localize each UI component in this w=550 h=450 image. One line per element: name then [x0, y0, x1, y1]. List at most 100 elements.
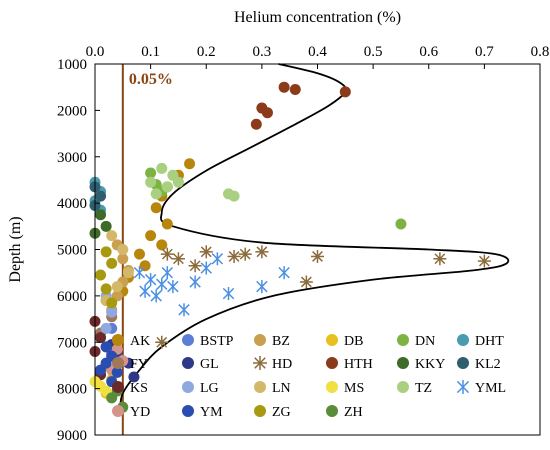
- y-axis-title: Depth (m): [7, 216, 24, 282]
- legend-item-zg: ZG: [254, 405, 291, 420]
- point-yml: [178, 303, 190, 317]
- legend-item-hd: HD: [253, 356, 292, 372]
- y-tick-label: 7000: [57, 335, 87, 351]
- legend-label-tz: TZ: [415, 381, 432, 396]
- legend-label-dn: DN: [415, 334, 435, 349]
- point-hd: [155, 335, 169, 349]
- legend-label-yd: YD: [130, 405, 150, 420]
- point-hd: [477, 254, 491, 268]
- envelope-curve: [119, 63, 510, 412]
- legend-label-db: DB: [344, 334, 363, 349]
- point-tz: [172, 176, 184, 188]
- point-hd: [188, 259, 202, 273]
- point-hd-stroke: [239, 248, 251, 260]
- point-gl: [128, 371, 140, 383]
- legend-item-db: DB: [326, 334, 363, 349]
- point-yml: [200, 261, 212, 275]
- point-hd-stroke: [228, 251, 240, 262]
- legend-item-bz: BZ: [254, 334, 290, 349]
- legend-label-dht: DHT: [475, 334, 504, 349]
- legend-label-zh: ZH: [344, 405, 363, 420]
- legend-marker-ln: [254, 381, 266, 393]
- legend-marker-ks: [112, 381, 124, 393]
- legend-item-ym: YM: [182, 405, 223, 420]
- legend-marker-bstp: [182, 334, 194, 346]
- legend-marker-tz: [397, 381, 409, 393]
- point-hd: [255, 245, 269, 259]
- legend-item-kl2: KL2: [457, 357, 501, 372]
- legend-label-bz: BZ: [272, 334, 290, 349]
- point-ak: [139, 260, 151, 272]
- x-tick-label: 0.2: [197, 44, 216, 60]
- legend-marker-hd-stroke: [254, 357, 266, 369]
- x-tick-label: 0.6: [419, 44, 438, 60]
- point-hth: [289, 84, 301, 96]
- point-hd: [199, 245, 213, 259]
- point-tz: [228, 190, 240, 202]
- legend-item-ak: AK: [112, 334, 150, 349]
- point-tz: [156, 162, 168, 174]
- y-tick-label: 6000: [57, 289, 87, 305]
- point-ln: [117, 244, 129, 255]
- point-hth: [278, 81, 290, 93]
- legend-item-hth: HTH: [326, 357, 373, 372]
- legend-label-ak: AK: [130, 334, 150, 349]
- y-tick-label: 2000: [57, 103, 87, 119]
- point-hd: [238, 247, 252, 261]
- x-tick-label: 0.7: [475, 44, 494, 60]
- y-tick-label: 4000: [57, 196, 87, 212]
- legend-item-kky: KKY: [397, 357, 445, 372]
- point-hd-stroke: [173, 253, 184, 265]
- legend-item-dn: DN: [397, 334, 435, 349]
- legend-item-yml: YML: [456, 380, 506, 396]
- point-yml: [167, 280, 179, 294]
- y-tick-label: 9000: [57, 428, 87, 444]
- y-tick-label: 1000: [57, 57, 87, 73]
- point-hd-stroke: [300, 276, 312, 288]
- point-hd: [160, 247, 174, 261]
- legend-label-zg: ZG: [272, 405, 291, 420]
- legend-item-dht: DHT: [457, 334, 504, 349]
- point-hth: [339, 86, 351, 98]
- point-hd-stroke: [256, 246, 268, 258]
- point-ak: [150, 202, 162, 214]
- point-hd: [311, 249, 324, 263]
- point-zg: [95, 269, 107, 281]
- point-zg: [106, 297, 118, 309]
- legend-marker-kky: [397, 357, 409, 369]
- legend-marker-dht: [457, 334, 469, 346]
- point-zg: [106, 257, 118, 269]
- legend-item-yd: YD: [112, 405, 150, 420]
- legend-label-gl: GL: [200, 357, 219, 372]
- point-ln: [106, 230, 118, 242]
- legend-marker-ak: [112, 334, 124, 346]
- x-tick-label: 0.3: [253, 44, 272, 60]
- legend: AK BSTP BZ DB DN DHT FY GL HD HTH KKY KL2 KS LG LN MS TZ…: [112, 334, 506, 420]
- point-ln: [122, 267, 134, 279]
- legend-item-fy: FY: [112, 357, 148, 372]
- point-ks: [95, 332, 107, 344]
- legend-label-hth: HTH: [344, 357, 373, 372]
- point-hd-stroke: [189, 260, 201, 272]
- legend-item-ms: MS: [326, 381, 364, 396]
- point-yml: [211, 252, 224, 266]
- point-yml: [189, 275, 201, 289]
- legend-item-ks: KS: [112, 381, 148, 396]
- legend-label-yml: YML: [475, 381, 506, 396]
- point-tz: [145, 176, 157, 188]
- x-tick-label: 0.5: [364, 44, 383, 60]
- x-tick-label: 0.8: [531, 44, 550, 60]
- legend-label-kl2: KL2: [475, 357, 501, 372]
- point-zg: [100, 283, 112, 295]
- legend-label-ln: LN: [272, 381, 291, 396]
- legend-marker-dn: [397, 334, 409, 346]
- legend-marker-fy: [112, 357, 124, 369]
- legend-marker-yml: [456, 380, 470, 394]
- point-zg: [100, 246, 112, 258]
- point-yml: [161, 266, 174, 280]
- point-hd-stroke: [156, 336, 168, 348]
- point-ak: [145, 230, 157, 242]
- y-tick-label: 3000: [57, 150, 87, 166]
